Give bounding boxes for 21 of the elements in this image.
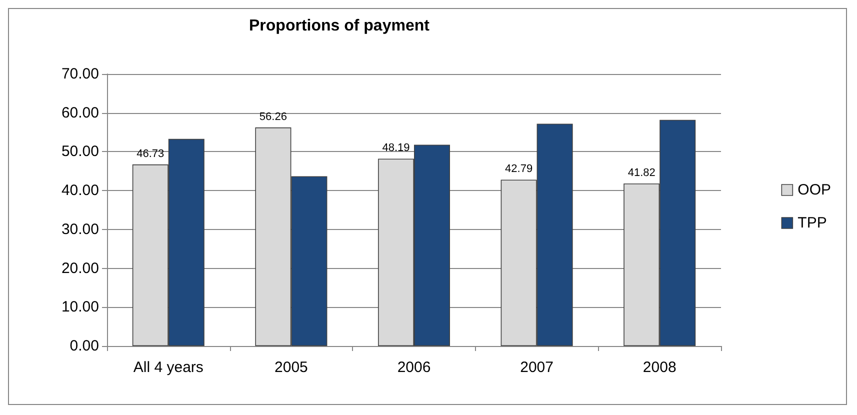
data-label: 56.26: [259, 110, 287, 123]
y-tick-label: 40.00: [61, 182, 99, 200]
legend-label: OOP: [798, 182, 832, 198]
y-tick-label: 20.00: [61, 260, 99, 277]
y-tick-label: 10.00: [61, 298, 99, 316]
y-tick-label: 70.00: [61, 66, 99, 82]
y-tick-label: 0.00: [70, 338, 99, 354]
x-tick-label: 2007: [520, 359, 554, 376]
y-tick-label: 50.00: [61, 143, 99, 160]
x-tick-label: 2006: [397, 359, 431, 376]
x-tick-label: 2005: [274, 359, 308, 376]
x-tick-label: 2008: [642, 359, 676, 376]
data-label: 48.19: [382, 142, 410, 154]
y-tick-label: 60.00: [61, 104, 99, 122]
y-tick-label: 30.00: [61, 220, 99, 238]
chart-title: Proportions of payment: [249, 18, 430, 34]
data-label: 41.82: [628, 167, 656, 179]
data-label: 46.73: [136, 148, 164, 160]
x-tick-label: All 4 years: [133, 359, 204, 376]
data-label: 42.79: [505, 163, 533, 176]
legend-label: TPP: [798, 214, 827, 232]
